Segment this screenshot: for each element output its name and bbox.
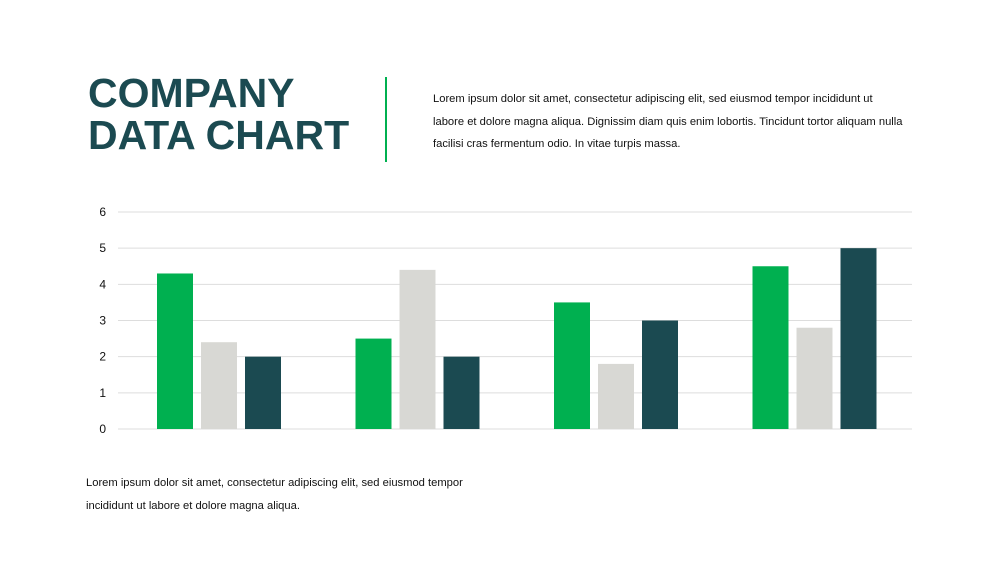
y-tick-label: 5 xyxy=(99,241,106,255)
bar-group-2-series-3 xyxy=(443,356,480,429)
bar-group-3-series-1 xyxy=(554,302,590,429)
bar-group-4-series-1 xyxy=(752,266,789,429)
y-axis-ticks: 0 1 2 3 4 5 6 xyxy=(99,205,106,436)
y-tick-label: 6 xyxy=(99,205,106,219)
bar-group-4-series-3 xyxy=(840,248,877,429)
bar-group-2-series-2 xyxy=(399,269,436,429)
bars xyxy=(157,248,877,429)
y-tick-label: 3 xyxy=(99,314,106,328)
y-tick-label: 0 xyxy=(99,422,106,436)
page-title: COMPANY DATA CHART xyxy=(88,72,378,156)
bar-group-2-series-1 xyxy=(355,338,392,429)
intro-paragraph: Lorem ipsum dolor sit amet, consectetur … xyxy=(433,93,903,150)
grid-lines xyxy=(118,211,912,430)
y-tick-label: 2 xyxy=(99,350,106,364)
title-divider xyxy=(385,77,387,162)
bar-group-1-series-3 xyxy=(245,356,281,429)
bar-group-1-series-2 xyxy=(201,342,237,429)
bar-group-3-series-3 xyxy=(642,320,678,429)
bar-group-4-series-2 xyxy=(796,327,833,429)
title-line-2: DATA CHART xyxy=(88,112,350,158)
bar-group-3-series-2 xyxy=(598,363,634,429)
bar-group-1-series-1 xyxy=(157,273,193,429)
footer-paragraph: Lorem ipsum dolor sit amet, consectetur … xyxy=(86,477,463,512)
y-tick-label: 1 xyxy=(99,386,106,400)
title-line-1: COMPANY xyxy=(88,70,295,116)
y-tick-label: 4 xyxy=(99,277,106,291)
